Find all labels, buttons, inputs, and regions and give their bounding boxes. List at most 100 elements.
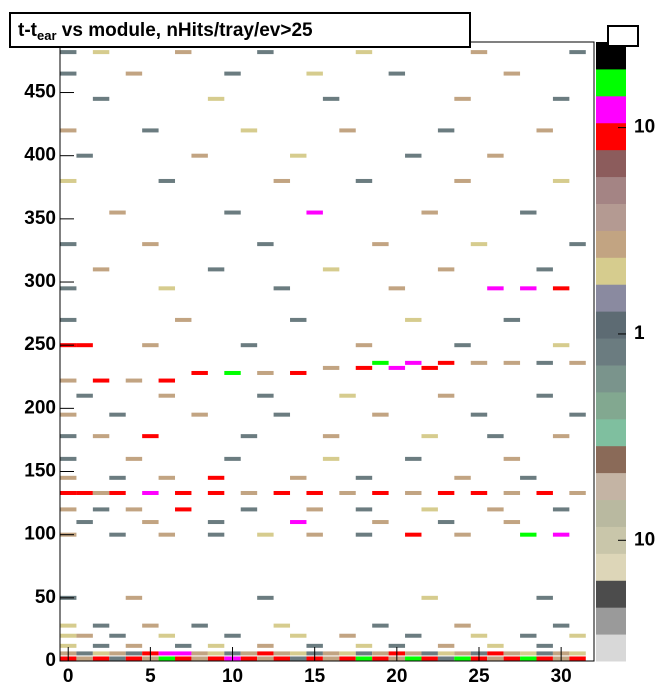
cell bbox=[552, 532, 570, 537]
colorbar-swatch bbox=[596, 634, 626, 662]
colorbar-swatch bbox=[596, 122, 626, 151]
cell bbox=[503, 490, 521, 495]
cell bbox=[454, 532, 471, 537]
cell bbox=[487, 643, 504, 648]
cell bbox=[470, 490, 488, 495]
cell bbox=[207, 643, 225, 648]
cell bbox=[92, 490, 110, 495]
cell bbox=[60, 286, 77, 291]
cell bbox=[125, 378, 143, 383]
colorbar-swatch bbox=[596, 95, 626, 124]
cell bbox=[454, 656, 471, 661]
colorbar-swatch bbox=[596, 607, 626, 635]
cell bbox=[322, 656, 340, 661]
cell bbox=[224, 633, 241, 638]
cell bbox=[437, 267, 455, 272]
cell bbox=[240, 343, 258, 348]
cell bbox=[158, 475, 176, 480]
cell bbox=[158, 178, 176, 183]
cell bbox=[109, 412, 126, 417]
cell bbox=[372, 242, 389, 247]
colorbar-swatch bbox=[596, 364, 626, 393]
cell bbox=[322, 456, 340, 461]
cell bbox=[569, 50, 586, 55]
cell bbox=[503, 520, 521, 525]
cell bbox=[273, 656, 291, 661]
cell bbox=[536, 360, 553, 365]
cell bbox=[355, 651, 373, 656]
cell bbox=[224, 210, 241, 215]
cell bbox=[372, 360, 389, 365]
cell bbox=[158, 651, 176, 656]
cell bbox=[142, 242, 159, 247]
cell bbox=[503, 71, 521, 76]
cell bbox=[109, 475, 126, 480]
title-rest: vs module, nHits/tray/ev>25 bbox=[57, 20, 314, 41]
cell bbox=[125, 456, 143, 461]
cell bbox=[339, 651, 356, 656]
cell bbox=[339, 490, 356, 495]
cell bbox=[388, 286, 406, 291]
cell bbox=[520, 633, 537, 638]
cell bbox=[437, 520, 455, 525]
cell bbox=[421, 434, 438, 439]
cell bbox=[290, 520, 307, 525]
cell bbox=[142, 623, 159, 628]
y-tick-label: 150 bbox=[24, 461, 56, 482]
cell bbox=[125, 507, 143, 512]
cell bbox=[470, 412, 488, 417]
cell bbox=[240, 128, 258, 133]
cell bbox=[405, 456, 422, 461]
colorbar-swatch bbox=[596, 338, 626, 366]
cell bbox=[257, 595, 274, 600]
cell bbox=[60, 623, 77, 628]
cell bbox=[437, 393, 455, 398]
cell bbox=[273, 412, 291, 417]
cell bbox=[306, 532, 323, 537]
colorbar-swatch bbox=[596, 418, 626, 447]
cell bbox=[224, 456, 241, 461]
cell bbox=[322, 434, 340, 439]
cell bbox=[60, 412, 77, 417]
cell bbox=[273, 178, 291, 183]
cell bbox=[520, 656, 537, 661]
cell bbox=[175, 656, 192, 661]
cell bbox=[207, 475, 225, 480]
cell bbox=[76, 490, 93, 495]
cell bbox=[125, 643, 143, 648]
cell bbox=[355, 507, 373, 512]
cell bbox=[372, 656, 389, 661]
cell bbox=[92, 267, 110, 272]
cell bbox=[569, 490, 586, 495]
cell bbox=[76, 343, 93, 348]
cell bbox=[388, 643, 406, 648]
cell bbox=[142, 520, 159, 525]
cell bbox=[536, 393, 553, 398]
cell bbox=[125, 71, 143, 76]
cell bbox=[372, 651, 389, 656]
cell bbox=[339, 393, 356, 398]
title-sub: ear bbox=[37, 28, 57, 43]
cell bbox=[60, 490, 77, 495]
cell bbox=[257, 370, 274, 375]
cell bbox=[240, 490, 258, 495]
cell bbox=[290, 370, 307, 375]
cell bbox=[552, 343, 570, 348]
cell bbox=[339, 656, 356, 661]
cell bbox=[569, 412, 586, 417]
cell bbox=[257, 656, 274, 661]
cell bbox=[536, 651, 553, 656]
cell bbox=[355, 643, 373, 648]
cell bbox=[142, 343, 159, 348]
cell bbox=[76, 393, 93, 398]
cell bbox=[60, 378, 77, 383]
cell bbox=[306, 507, 323, 512]
cell bbox=[552, 623, 570, 628]
cell bbox=[92, 643, 110, 648]
cell bbox=[405, 532, 422, 537]
cell bbox=[520, 286, 537, 291]
cell bbox=[470, 360, 488, 365]
cell bbox=[552, 96, 570, 101]
x-tick-label: 5 bbox=[145, 666, 156, 687]
cell bbox=[322, 96, 340, 101]
